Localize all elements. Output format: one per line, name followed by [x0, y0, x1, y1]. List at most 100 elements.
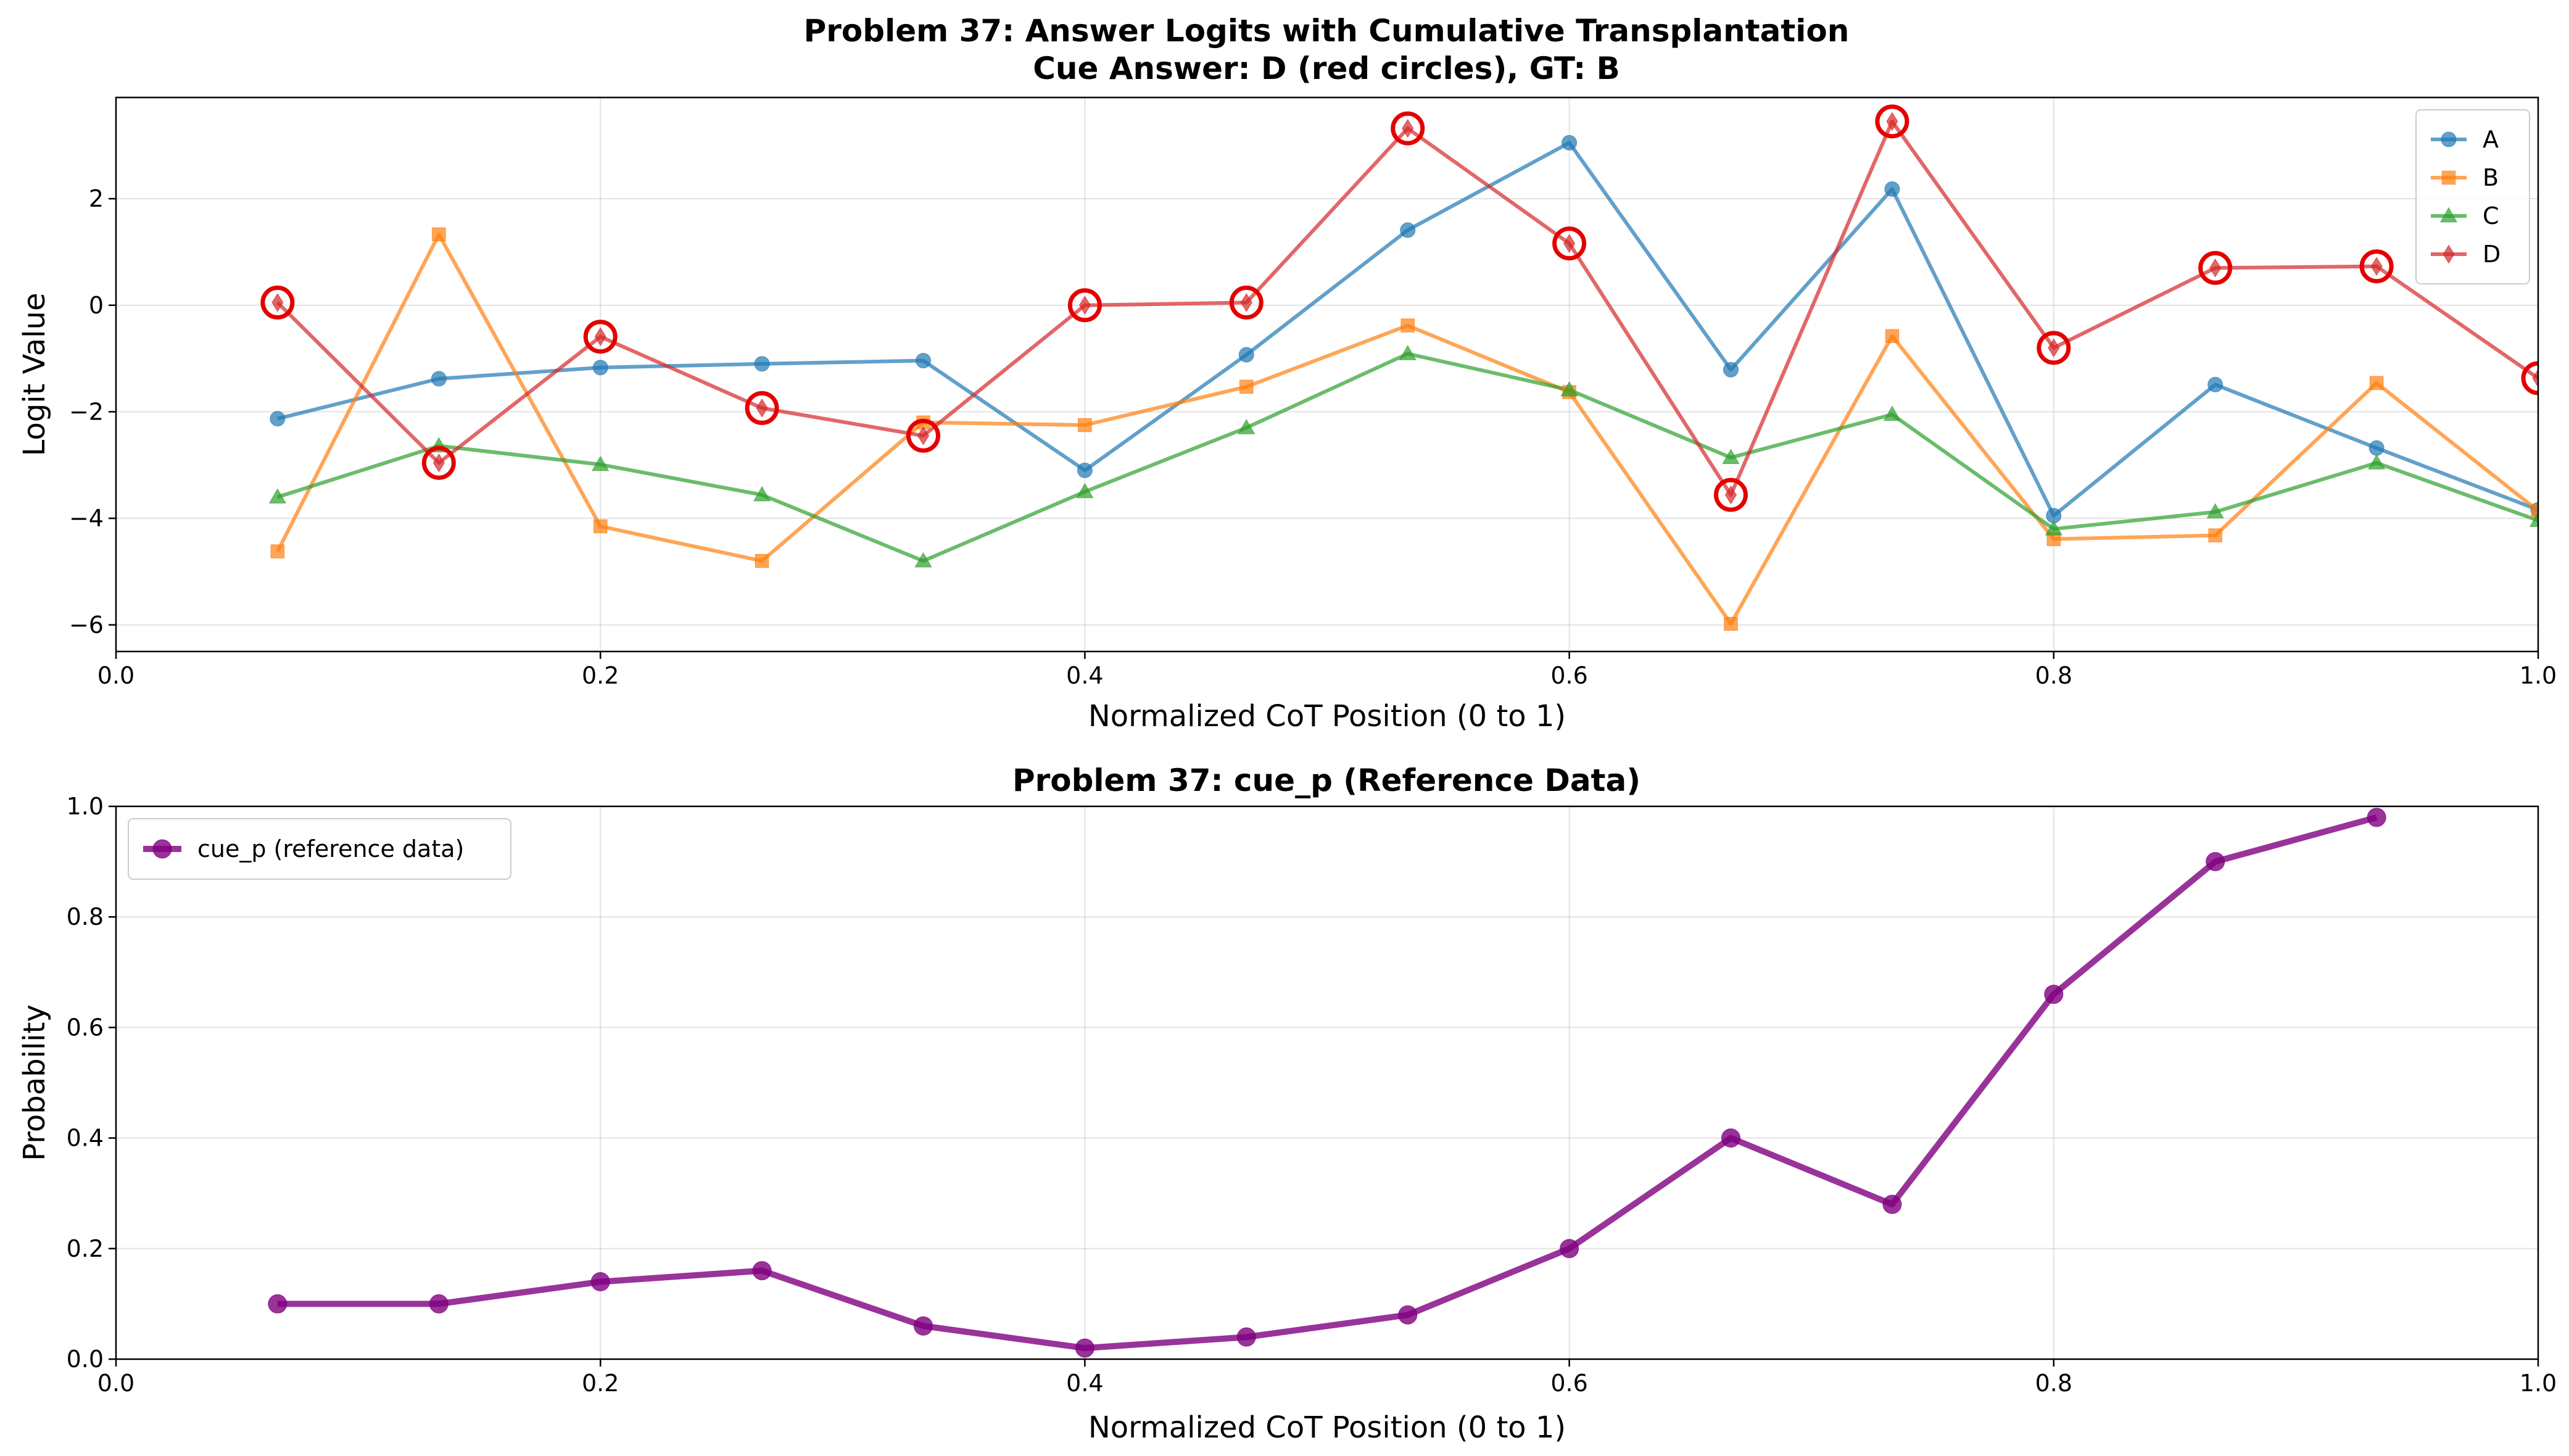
legend-marker — [2443, 244, 2455, 264]
data-point-b — [1239, 379, 1254, 394]
legend-item: A — [2431, 126, 2499, 153]
series-line-cue-p-reference-data — [277, 814, 2378, 1352]
cue-answer-circle — [2037, 331, 2071, 365]
plot-frame — [115, 805, 2539, 1360]
legend-label: B — [2483, 164, 2499, 191]
data-point-c — [592, 455, 610, 471]
chart-title: Problem 37: cue_p (Reference Data) — [1012, 763, 1640, 798]
data-point-cue-p-reference-data — [268, 1294, 288, 1313]
chart-title: Problem 37: Answer Logits with Cumulativ… — [804, 13, 1850, 49]
data-point-cue-p-reference-data — [590, 1272, 610, 1292]
x-tick-label: 0.0 — [97, 662, 134, 689]
data-point-b — [2369, 376, 2384, 391]
x-tick-label: 0.4 — [1066, 662, 1103, 689]
x-tick-label: 0.2 — [582, 1370, 619, 1397]
data-point-d — [756, 399, 768, 418]
cue-answer-circle — [1713, 478, 1748, 512]
data-point-a — [431, 371, 447, 387]
cue-answer-circle — [745, 391, 779, 425]
data-point-c — [1560, 381, 1578, 397]
legend-marker — [152, 839, 172, 859]
data-point-d — [1078, 296, 1091, 315]
legend-label: cue_p (reference data) — [197, 835, 464, 862]
cue-answer-circle — [583, 320, 618, 354]
data-point-d — [1240, 293, 1252, 312]
data-point-cue-p-reference-data — [1560, 1239, 1579, 1259]
data-point-a — [2368, 440, 2385, 456]
x-tick-label: 0.6 — [1550, 662, 1587, 689]
x-tick-label: 0.2 — [582, 662, 619, 689]
data-point-a — [2207, 376, 2224, 392]
legend-marker — [2441, 170, 2456, 185]
data-point-a — [916, 353, 932, 369]
legend-label: D — [2483, 241, 2501, 268]
axis-ticks: 0.0 0.2 0.4 0.6 0.8 1.0 0.0 0.2 0.4 0.6 0.8 1.0 — [67, 793, 2557, 1397]
cue-answer-circle — [1067, 288, 1102, 323]
x-tick-label: 0.4 — [1066, 1370, 1103, 1397]
legend: cue_p (reference data) — [128, 818, 511, 880]
data-point-c — [1076, 482, 1094, 498]
legend-item: cue_p (reference data) — [143, 835, 464, 862]
y-tick-label: 0.0 — [67, 1346, 104, 1373]
legend-label: C — [2483, 202, 2499, 230]
data-point-cue-p-reference-data — [2206, 852, 2225, 872]
data-point-d — [2048, 338, 2060, 358]
data-point-cue-p-reference-data — [2044, 985, 2064, 1004]
y-tick-label: −4 — [69, 505, 104, 532]
data-point-a — [1884, 181, 1900, 197]
logits-chart: Problem 37: Answer Logits with Cumulativ… — [17, 13, 2557, 734]
data-point-cue-p-reference-data — [752, 1261, 772, 1281]
data-point-b — [1078, 418, 1092, 432]
y-tick-label: 0.8 — [67, 903, 104, 930]
x-axis-label: Normalized CoT Position (0 to 1) — [1088, 1410, 1566, 1445]
cue-answer-circle — [1229, 285, 1264, 320]
legend-box — [2415, 109, 2530, 284]
data-point-b — [2531, 503, 2538, 518]
chart-subtitle: Cue Answer: D (red circles), GT: B — [1033, 51, 1620, 86]
data-point-cue-p-reference-data — [914, 1316, 933, 1336]
data-point-a — [1238, 347, 1254, 363]
cue-p-chart: Problem 37: cue_p (Reference Data) 0.0 0.… — [17, 763, 2557, 1445]
grid — [115, 97, 2539, 651]
data-point-a — [592, 360, 608, 376]
x-tick-label: 1.0 — [2520, 662, 2557, 689]
series-lines — [277, 814, 2378, 1352]
data-point-b — [593, 519, 608, 534]
cue-answer-circle — [906, 418, 941, 453]
y-tick-label: 0 — [89, 292, 104, 319]
data-point-b — [432, 227, 446, 242]
data-point-d — [594, 327, 606, 347]
data-point-b — [1400, 318, 1415, 333]
data-point-b — [1885, 329, 1900, 344]
legend-marker — [2439, 207, 2458, 223]
data-point-b — [1724, 616, 1738, 631]
y-tick-label: −2 — [69, 398, 104, 425]
cue-answer-circle — [421, 445, 456, 480]
data-point-d — [917, 426, 930, 445]
cue-answer-circle — [1875, 104, 1909, 139]
legend-marker — [2441, 131, 2457, 147]
data-point-d — [2370, 257, 2383, 276]
data-point-d — [1402, 118, 1414, 138]
plot-frame — [115, 96, 2539, 653]
data-point-c — [1883, 405, 1901, 421]
data-point-d — [2209, 258, 2222, 278]
legend-item: B — [2431, 164, 2499, 191]
cue-answer-circle — [2359, 249, 2394, 284]
data-point-d — [1886, 112, 1898, 131]
data-point-c — [2368, 454, 2386, 469]
data-point-c — [2529, 511, 2538, 527]
x-axis-label: Normalized CoT Position (0 to 1) — [1088, 699, 1566, 734]
legend-box — [128, 818, 511, 880]
data-point-d — [1563, 234, 1576, 253]
y-tick-label: 0.2 — [67, 1235, 104, 1262]
data-point-cue-p-reference-data — [1882, 1194, 1902, 1214]
y-tick-label: 0.6 — [67, 1014, 104, 1041]
cue-answer-circle — [1552, 226, 1587, 261]
data-point-cue-p-reference-data — [1075, 1338, 1094, 1358]
data-point-c — [268, 488, 286, 503]
cue-answer-circle — [2521, 361, 2538, 395]
x-tick-label: 1.0 — [2520, 1370, 2557, 1397]
